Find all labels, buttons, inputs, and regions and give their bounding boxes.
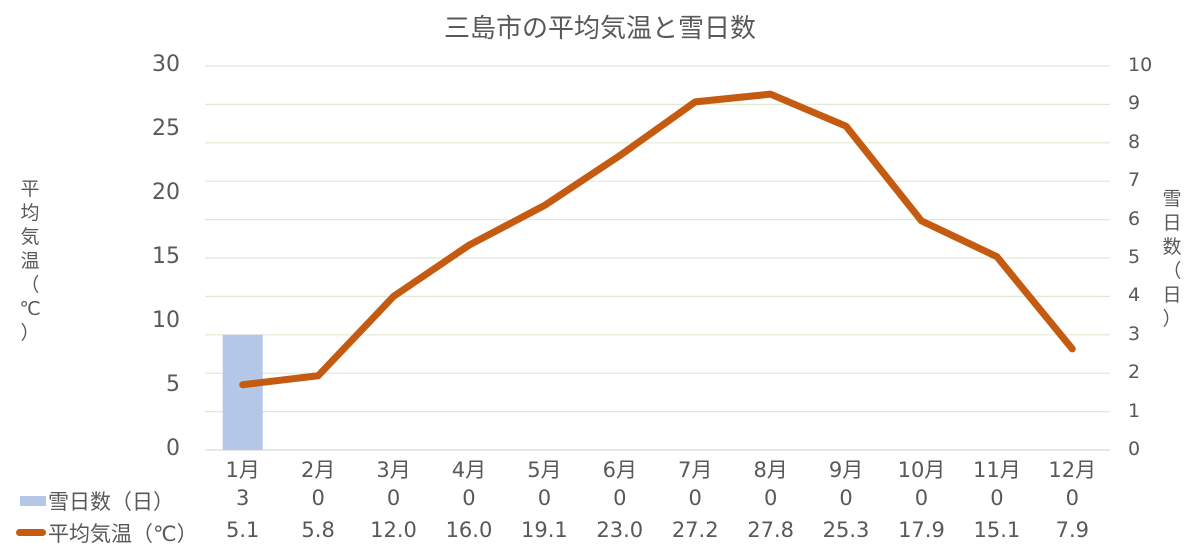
avg-temp-row-label: 平均気温（℃）: [48, 522, 198, 546]
y-tick-left: 30: [152, 52, 180, 77]
y-tick-right: 9: [1128, 92, 1141, 115]
avg-temp-value-cell: 5.8: [301, 518, 335, 542]
y-tick-left: 5: [166, 372, 180, 397]
bar-snow-days[interactable]: [222, 334, 263, 450]
avg-temp-legend-swatch: [16, 529, 46, 536]
axis-label-char: 日: [1162, 284, 1182, 306]
axis-label-char: 数: [1162, 236, 1182, 258]
avg-temp-value-cell: 5.1: [226, 518, 260, 542]
snow-days-value-cell: 0: [386, 486, 401, 510]
axis-label-char: 温: [20, 250, 40, 272]
y-tick-left: 15: [152, 244, 180, 269]
snow-days-value-cell: 0: [914, 486, 929, 510]
axis-label-char: 均: [20, 202, 40, 224]
y-tick-left: 10: [152, 308, 180, 333]
y-tick-right: 1: [1128, 399, 1141, 422]
y-tick-right: 4: [1128, 284, 1141, 307]
x-category-label: 6月: [602, 458, 637, 482]
avg-temp-value-cell: 12.0: [370, 518, 417, 542]
avg-temp-value-cell: 27.8: [747, 518, 794, 542]
axis-label-char: ）: [1162, 308, 1182, 330]
axis-label-char: ℃: [19, 298, 41, 320]
avg-temp-value-cell: 27.2: [671, 518, 719, 542]
snow-days-value-cell: 0: [613, 486, 627, 510]
avg-temp-value-cell: 17.9: [898, 518, 945, 542]
y-tick-left: 25: [152, 116, 180, 141]
avg-temp-value-cell: 25.3: [822, 518, 870, 542]
y-tick-right: 7: [1128, 169, 1141, 192]
axis-label-char: 日: [1162, 212, 1182, 234]
avg-temp-value-cell: 15.1: [973, 518, 1021, 542]
y-tick-right: 6: [1128, 207, 1141, 230]
y-tick-right: 10: [1128, 54, 1153, 76]
y-tick-right: 8: [1128, 130, 1141, 153]
y-tick-left: 20: [152, 180, 180, 205]
x-category-label: 3月: [376, 458, 411, 482]
y-tick-right: 2: [1128, 361, 1141, 384]
x-category-label: 11月: [973, 458, 1021, 482]
chart-title: 三島市の平均気温と雪日数: [443, 14, 756, 44]
line-avg-temperature[interactable]: [239, 90, 1076, 389]
x-category-label: 7月: [678, 458, 713, 482]
x-category-label: 12月: [1048, 458, 1097, 482]
snow-days-value-cell: 3: [236, 486, 250, 510]
axis-label-char: ）: [20, 322, 40, 344]
avg-temp-value-cell: 7.9: [1055, 518, 1089, 542]
snow-days-value-cell: 0: [688, 486, 702, 510]
y-tick-left: 0: [166, 436, 180, 461]
axis-label-char: （: [20, 274, 40, 296]
y-tick-right: 0: [1128, 438, 1141, 460]
snow-days-value-cell: 0: [311, 486, 325, 510]
axis-label-char: 気: [20, 226, 40, 248]
avg-temp-value-cell: 16.0: [445, 518, 493, 542]
x-category-label: 2月: [300, 458, 336, 482]
x-category-label: 4月: [451, 458, 487, 482]
x-category-label: 8月: [753, 458, 788, 482]
x-category-label: 1月: [225, 458, 260, 482]
avg-temp-value-cell: 19.1: [520, 518, 568, 542]
snow-days-value-cell: 0: [462, 486, 476, 510]
axis-label-char: 平: [20, 178, 40, 200]
snow-days-row-label: 雪日数（日）: [48, 490, 174, 514]
axis-label-char: 雪: [1162, 188, 1182, 210]
avg-temp-value-cell: 23.0: [596, 518, 644, 542]
x-category-label: 5月: [527, 458, 562, 482]
x-category-label: 10月: [897, 458, 946, 482]
snow-days-value-cell: 0: [1065, 486, 1079, 510]
y-tick-right: 3: [1128, 322, 1141, 345]
snow-days-value-cell: 0: [763, 486, 778, 510]
snow-days-legend-swatch: [20, 496, 46, 506]
y-tick-right: 5: [1128, 246, 1141, 268]
x-category-label: 9月: [828, 458, 864, 482]
snow-days-value-cell: 0: [839, 486, 853, 510]
axis-label-char: （: [1162, 260, 1182, 282]
snow-days-value-cell: 0: [990, 486, 1004, 510]
snow-days-value-cell: 0: [537, 486, 552, 510]
